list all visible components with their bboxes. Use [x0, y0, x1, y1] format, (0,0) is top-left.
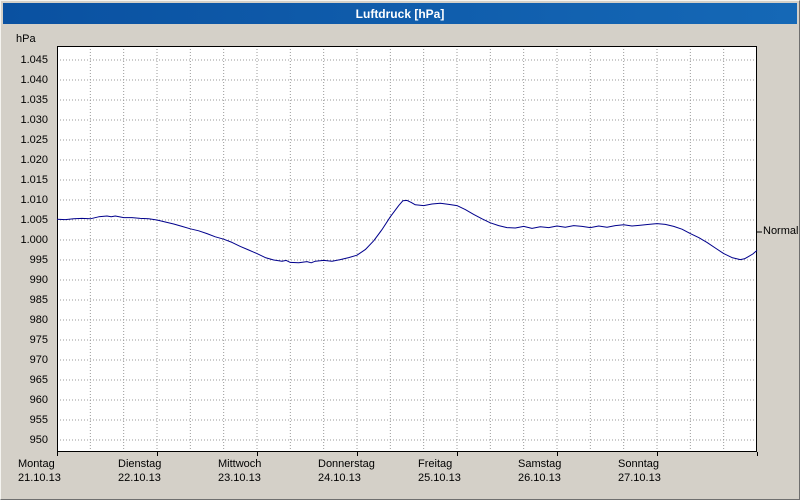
- pressure-line: [56, 199, 758, 264]
- plot-border: [57, 46, 757, 452]
- title-bar: Luftdruck [hPa]: [3, 3, 797, 24]
- window-title: Luftdruck [hPa]: [355, 6, 445, 21]
- plot-background: [57, 46, 757, 452]
